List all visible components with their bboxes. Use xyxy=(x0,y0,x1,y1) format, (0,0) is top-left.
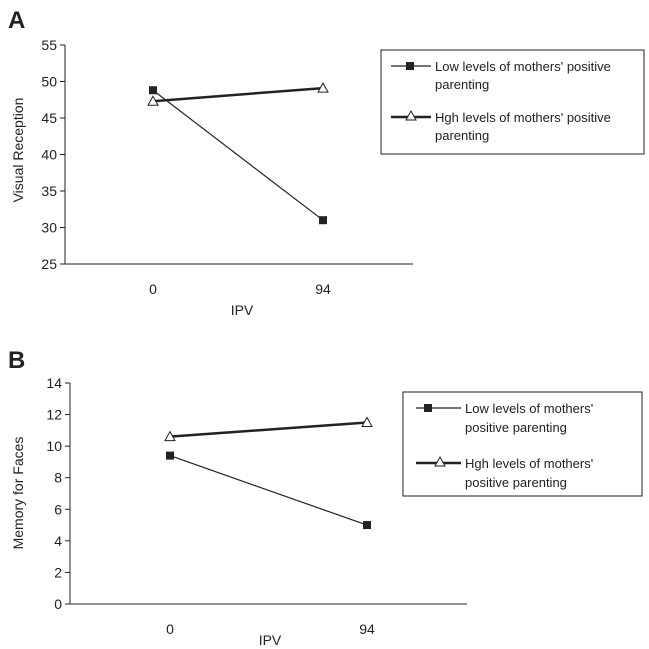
x-tick-label: 94 xyxy=(359,621,375,637)
legend-entry-low-a: Low levels of mothers' positive parentin… xyxy=(391,59,611,92)
x-ticks-b: 0 94 xyxy=(166,621,375,637)
series-line-low xyxy=(152,89,324,221)
data-point-low xyxy=(319,216,327,225)
legend-box-b xyxy=(402,391,643,497)
y-tick-label: 14 xyxy=(46,375,62,391)
y-tick-label: 35 xyxy=(41,183,57,199)
y-axis-title-b: Memory for Faces xyxy=(10,437,26,550)
series-line-high xyxy=(152,86,324,103)
panel-b: B 0 2 4 6 8 10 12 14 0 94 IPV Memory for Faces L… xyxy=(8,347,643,648)
legend-marker-low-b xyxy=(424,404,432,412)
data-point-high xyxy=(164,430,176,442)
y-tick-label: 30 xyxy=(41,220,57,236)
x-axis-title-a: IPV xyxy=(231,302,254,318)
legend-box-a xyxy=(380,49,645,155)
data-point-low xyxy=(149,86,157,95)
x-tick-label: 0 xyxy=(166,621,174,637)
panel-label-b: B xyxy=(8,347,25,374)
panel-a: A 25 30 35 40 45 50 55 0 94 IPV Visual Receptio… xyxy=(8,7,645,318)
legend-entry-high-b: Hgh levels of mothers' positive parentin… xyxy=(416,455,593,490)
legend-label-high-b-2: positive parenting xyxy=(465,475,567,490)
y-tick-label: 10 xyxy=(46,438,62,454)
y-axis-title-a: Visual Reception xyxy=(10,98,26,203)
legend-marker-low-a xyxy=(406,62,414,70)
y-ticks-b: 0 2 4 6 8 10 12 14 xyxy=(46,375,70,612)
series-line-high xyxy=(169,421,368,438)
y-tick-label: 6 xyxy=(54,501,62,517)
legend-label-low-b-2: positive parenting xyxy=(465,420,567,435)
y-tick-label: 12 xyxy=(46,407,62,423)
data-point-low xyxy=(166,451,174,460)
data-point-high xyxy=(361,416,373,427)
series-group-b xyxy=(164,416,373,530)
legend-entry-high-a: Hgh levels of mothers' positive parentin… xyxy=(391,109,611,143)
series-group-a xyxy=(147,82,329,225)
x-ticks-a: 0 94 xyxy=(149,281,331,297)
data-point-high xyxy=(147,95,159,106)
y-tick-label: 2 xyxy=(54,564,62,580)
x-axis-title-b: IPV xyxy=(259,632,282,648)
legend-entry-low-b: Low levels of mothers' positive parentin… xyxy=(416,401,593,435)
legend-marker-high-a xyxy=(405,109,417,121)
y-tick-label: 55 xyxy=(41,37,57,53)
panel-label-a: A xyxy=(8,7,25,34)
x-tick-label: 0 xyxy=(149,281,157,297)
y-tick-label: 25 xyxy=(41,256,57,272)
legend-label-low-a-1: Low levels of mothers' positive xyxy=(435,59,611,74)
legend-label-high-a-1: Hgh levels of mothers' positive xyxy=(435,110,611,125)
y-tick-label: 8 xyxy=(54,470,62,486)
legend-marker-high-b xyxy=(434,455,446,467)
y-tick-label: 4 xyxy=(54,533,62,549)
y-ticks-a: 25 30 35 40 45 50 55 xyxy=(41,37,65,272)
y-tick-label: 45 xyxy=(41,110,57,126)
series-line-low xyxy=(169,455,368,526)
y-tick-label: 50 xyxy=(41,74,57,90)
legend-label-high-a-2: parenting xyxy=(435,128,489,143)
y-tick-label: 40 xyxy=(41,147,57,163)
legend-label-low-a-2: parenting xyxy=(435,77,489,92)
data-point-low xyxy=(363,521,371,530)
x-tick-label: 94 xyxy=(315,281,331,297)
data-point-high xyxy=(317,82,329,93)
legend-label-high-b-1: Hgh levels of mothers' xyxy=(465,456,593,471)
legend-label-low-b-1: Low levels of mothers' xyxy=(465,401,593,416)
y-tick-label: 0 xyxy=(54,596,62,612)
